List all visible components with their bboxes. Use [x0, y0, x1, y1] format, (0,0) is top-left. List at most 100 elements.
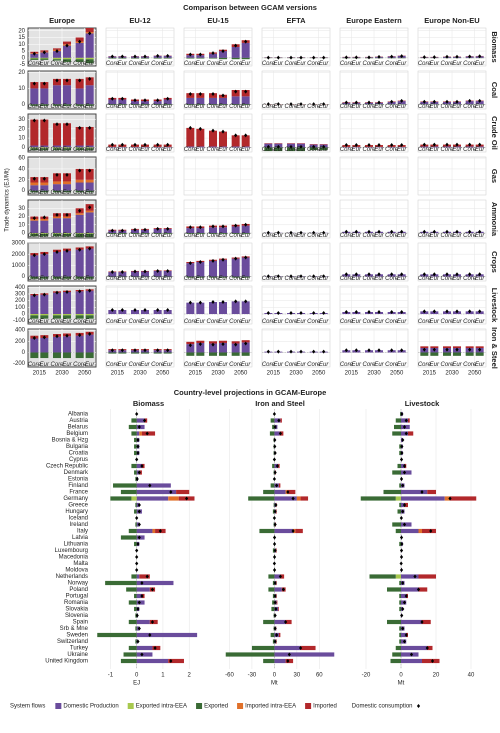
- version-label: Core: [128, 233, 142, 239]
- bar-segment: [118, 99, 127, 105]
- bar-segment: [395, 528, 401, 534]
- bar-segment: [209, 260, 217, 277]
- consumption-marker: [273, 548, 277, 553]
- bar-segment: [420, 146, 429, 148]
- version-label: Eur: [118, 362, 128, 368]
- bar-segment: [274, 652, 335, 657]
- country-label: Belarus: [68, 425, 88, 431]
- bar-segment: [196, 276, 205, 278]
- version-label: Eur: [319, 61, 329, 67]
- bar-segment: [63, 173, 71, 182]
- version-label: Eur: [430, 319, 440, 325]
- bar-segment: [241, 104, 250, 106]
- bar-segment: [422, 619, 431, 625]
- bar-segment: [209, 53, 217, 58]
- bar-segment: [75, 249, 84, 277]
- version-label: Core: [151, 104, 165, 110]
- consumption-marker: [145, 574, 149, 579]
- consumption-marker: [478, 347, 482, 352]
- version-label: Eur: [118, 319, 128, 325]
- consumption-marker: [312, 102, 316, 107]
- country-label: Malta: [73, 561, 88, 567]
- consumption-marker: [188, 52, 192, 57]
- bar-segment: [136, 574, 140, 579]
- bar-segment: [263, 619, 275, 625]
- bar-segment: [399, 626, 401, 631]
- consumption-marker: [289, 311, 293, 315]
- bar-segment: [271, 606, 275, 612]
- consumption-marker: [399, 516, 403, 520]
- panel-title: Livestock: [405, 399, 440, 408]
- consumption-marker: [198, 300, 202, 305]
- version-label: Eur: [218, 61, 228, 67]
- bar-segment: [40, 148, 49, 151]
- bar-segment: [268, 574, 275, 579]
- consumption-marker: [140, 652, 144, 657]
- bar-segment: [136, 593, 142, 599]
- bar-segment: [392, 470, 401, 475]
- consumption-marker: [399, 535, 404, 540]
- bar-segment: [422, 528, 436, 534]
- version-label: Core: [340, 61, 354, 67]
- bar-segment: [40, 145, 49, 148]
- version-label: Core: [262, 61, 276, 67]
- bar-segment: [399, 593, 401, 599]
- bar-segment: [231, 47, 240, 58]
- bar-segment: [63, 85, 71, 105]
- bar-segment: [186, 57, 195, 59]
- version-label: Core: [73, 147, 87, 153]
- consumption-marker: [120, 96, 124, 101]
- legend-label: Imported intra-EEA: [245, 704, 296, 710]
- consumption-marker: [120, 142, 124, 147]
- bar-segment: [85, 315, 94, 319]
- bar-segment: [408, 431, 414, 436]
- version-label: Core: [128, 276, 142, 282]
- consumption-marker: [244, 222, 248, 227]
- x-tick-label: 2015: [267, 371, 281, 377]
- bar-segment: [131, 104, 139, 106]
- consumption-marker: [234, 89, 238, 94]
- consumption-marker: [221, 257, 225, 262]
- consumption-marker: [291, 496, 295, 501]
- consumption-marker: [166, 308, 170, 312]
- version-label: Eur: [452, 276, 462, 282]
- x-tick-label: 2015: [33, 371, 47, 377]
- bar-segment: [163, 104, 172, 106]
- bar-segment: [134, 450, 137, 456]
- consumption-marker: [425, 646, 429, 650]
- bar-segment: [196, 146, 205, 148]
- version-label: Eur: [218, 319, 228, 325]
- y-tick-label: 400: [15, 285, 26, 291]
- version-label: Eur: [118, 147, 128, 153]
- bar-segment: [408, 418, 410, 423]
- consumption-marker: [455, 309, 459, 314]
- bar-segment: [399, 632, 401, 638]
- version-label: Eur: [163, 362, 173, 368]
- bar-segment: [168, 496, 179, 501]
- consumption-marker: [55, 290, 59, 295]
- bar-segment: [30, 255, 39, 277]
- consumption-marker: [32, 335, 36, 340]
- bar-segment: [273, 502, 275, 508]
- version-label: Eur: [85, 104, 95, 110]
- version-label: Eur: [241, 147, 251, 153]
- bar-segment: [75, 276, 84, 279]
- bar-segment: [136, 645, 153, 651]
- bar-segment: [40, 58, 49, 60]
- consumption-marker: [137, 535, 141, 540]
- consumption-marker: [156, 142, 160, 147]
- bar-segment: [186, 344, 195, 353]
- consumption-marker: [133, 142, 137, 147]
- consumption-marker: [110, 348, 114, 353]
- bar-segment: [75, 37, 84, 42]
- version-label: Core: [73, 233, 87, 239]
- bar-segment: [120, 489, 137, 495]
- version-label: Core: [463, 233, 477, 239]
- bar-segment: [465, 346, 474, 348]
- bar-segment: [420, 346, 429, 348]
- consumption-marker: [198, 52, 202, 57]
- consumption-marker: [400, 613, 404, 618]
- y-tick-label: 30: [18, 206, 25, 212]
- bar-segment: [209, 352, 217, 356]
- bar-segment: [401, 522, 412, 527]
